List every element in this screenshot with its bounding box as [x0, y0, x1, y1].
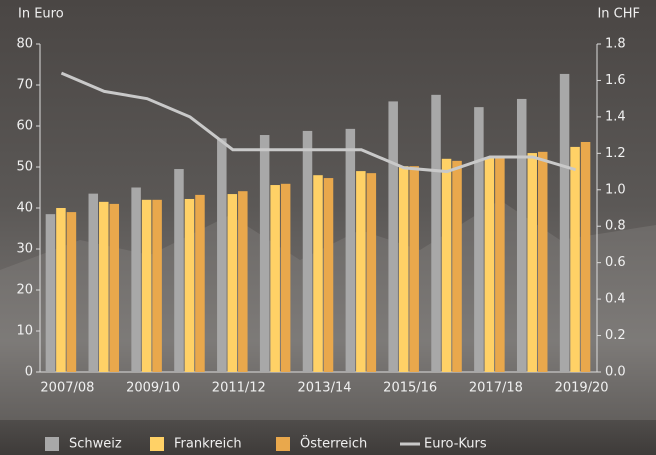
legend-swatch	[276, 437, 290, 451]
x-tick-label: 2009/10	[126, 381, 180, 396]
bar	[388, 101, 398, 373]
legend-label: Euro-Kurs	[424, 437, 487, 452]
y2-axis-label: In CHF	[597, 7, 640, 22]
y-tick-label: 0	[25, 365, 33, 380]
y-tick-label: 80	[16, 37, 33, 52]
bar	[323, 178, 334, 372]
bar	[356, 171, 366, 372]
y-tick-label: 70	[16, 78, 33, 93]
y-tick-label: 60	[16, 119, 33, 134]
bar	[559, 73, 570, 373]
legend-label: Schweiz	[69, 437, 122, 452]
bar	[56, 208, 66, 372]
y2-tick-label: 0.6	[605, 255, 626, 270]
bar	[313, 175, 323, 372]
bar	[259, 135, 270, 372]
bar	[495, 157, 505, 372]
x-tick-label: 2017/18	[469, 381, 523, 396]
bar	[484, 157, 495, 372]
y2-tick-label: 0.8	[605, 219, 626, 234]
bar	[345, 128, 356, 372]
y2-tick-label: 1.8	[605, 37, 626, 52]
legend-label: Frankreich	[174, 437, 242, 452]
bar	[516, 98, 527, 372]
x-tick-label: 2019/20	[555, 381, 609, 396]
line	[60, 71, 577, 174]
legend-label: Österreich	[300, 435, 367, 452]
bar	[527, 153, 537, 372]
y-tick-label: 20	[16, 283, 33, 298]
bar	[409, 166, 419, 372]
bar	[152, 199, 162, 372]
bar	[99, 201, 109, 372]
bar	[474, 107, 484, 372]
bar	[174, 169, 184, 372]
y2-tick-label: 0.2	[605, 328, 626, 343]
bar	[45, 214, 56, 372]
bar	[238, 191, 248, 372]
bar	[452, 160, 462, 372]
bar	[537, 151, 548, 372]
bar	[195, 194, 205, 372]
bar	[109, 203, 120, 372]
legend-swatch	[45, 437, 59, 451]
y-axis-label: In Euro	[18, 7, 64, 22]
y2-tick-label: 0.4	[605, 292, 626, 307]
bar	[131, 187, 141, 372]
y-tick-label: 50	[16, 160, 33, 175]
y-tick-label: 40	[16, 201, 33, 216]
bar	[88, 193, 99, 372]
x-tick-label: 2007/08	[40, 381, 94, 396]
x-tick-label: 2015/16	[383, 381, 437, 396]
bar	[441, 158, 452, 372]
bar	[217, 138, 227, 372]
y2-tick-label: 1.0	[605, 182, 626, 197]
bar	[227, 194, 238, 372]
y2-tick-label: 1.4	[605, 109, 626, 124]
bar	[302, 130, 313, 372]
bar	[141, 199, 152, 372]
legend-swatch	[150, 437, 164, 451]
y-tick-label: 10	[16, 324, 33, 339]
y2-tick-label: 1.2	[605, 146, 626, 161]
bar	[431, 94, 441, 372]
bar	[580, 141, 591, 372]
bar	[366, 173, 377, 372]
bar	[398, 166, 409, 372]
x-tick-label: 2011/12	[212, 381, 266, 396]
bar	[184, 198, 195, 372]
y2-tick-label: 1.6	[605, 73, 626, 88]
bar	[66, 212, 77, 372]
y2-tick-label: 0.0	[605, 365, 626, 380]
bar	[280, 183, 291, 372]
bar	[570, 146, 580, 372]
y-tick-label: 30	[16, 242, 33, 257]
bar	[270, 185, 280, 372]
x-tick-label: 2013/14	[297, 381, 351, 396]
